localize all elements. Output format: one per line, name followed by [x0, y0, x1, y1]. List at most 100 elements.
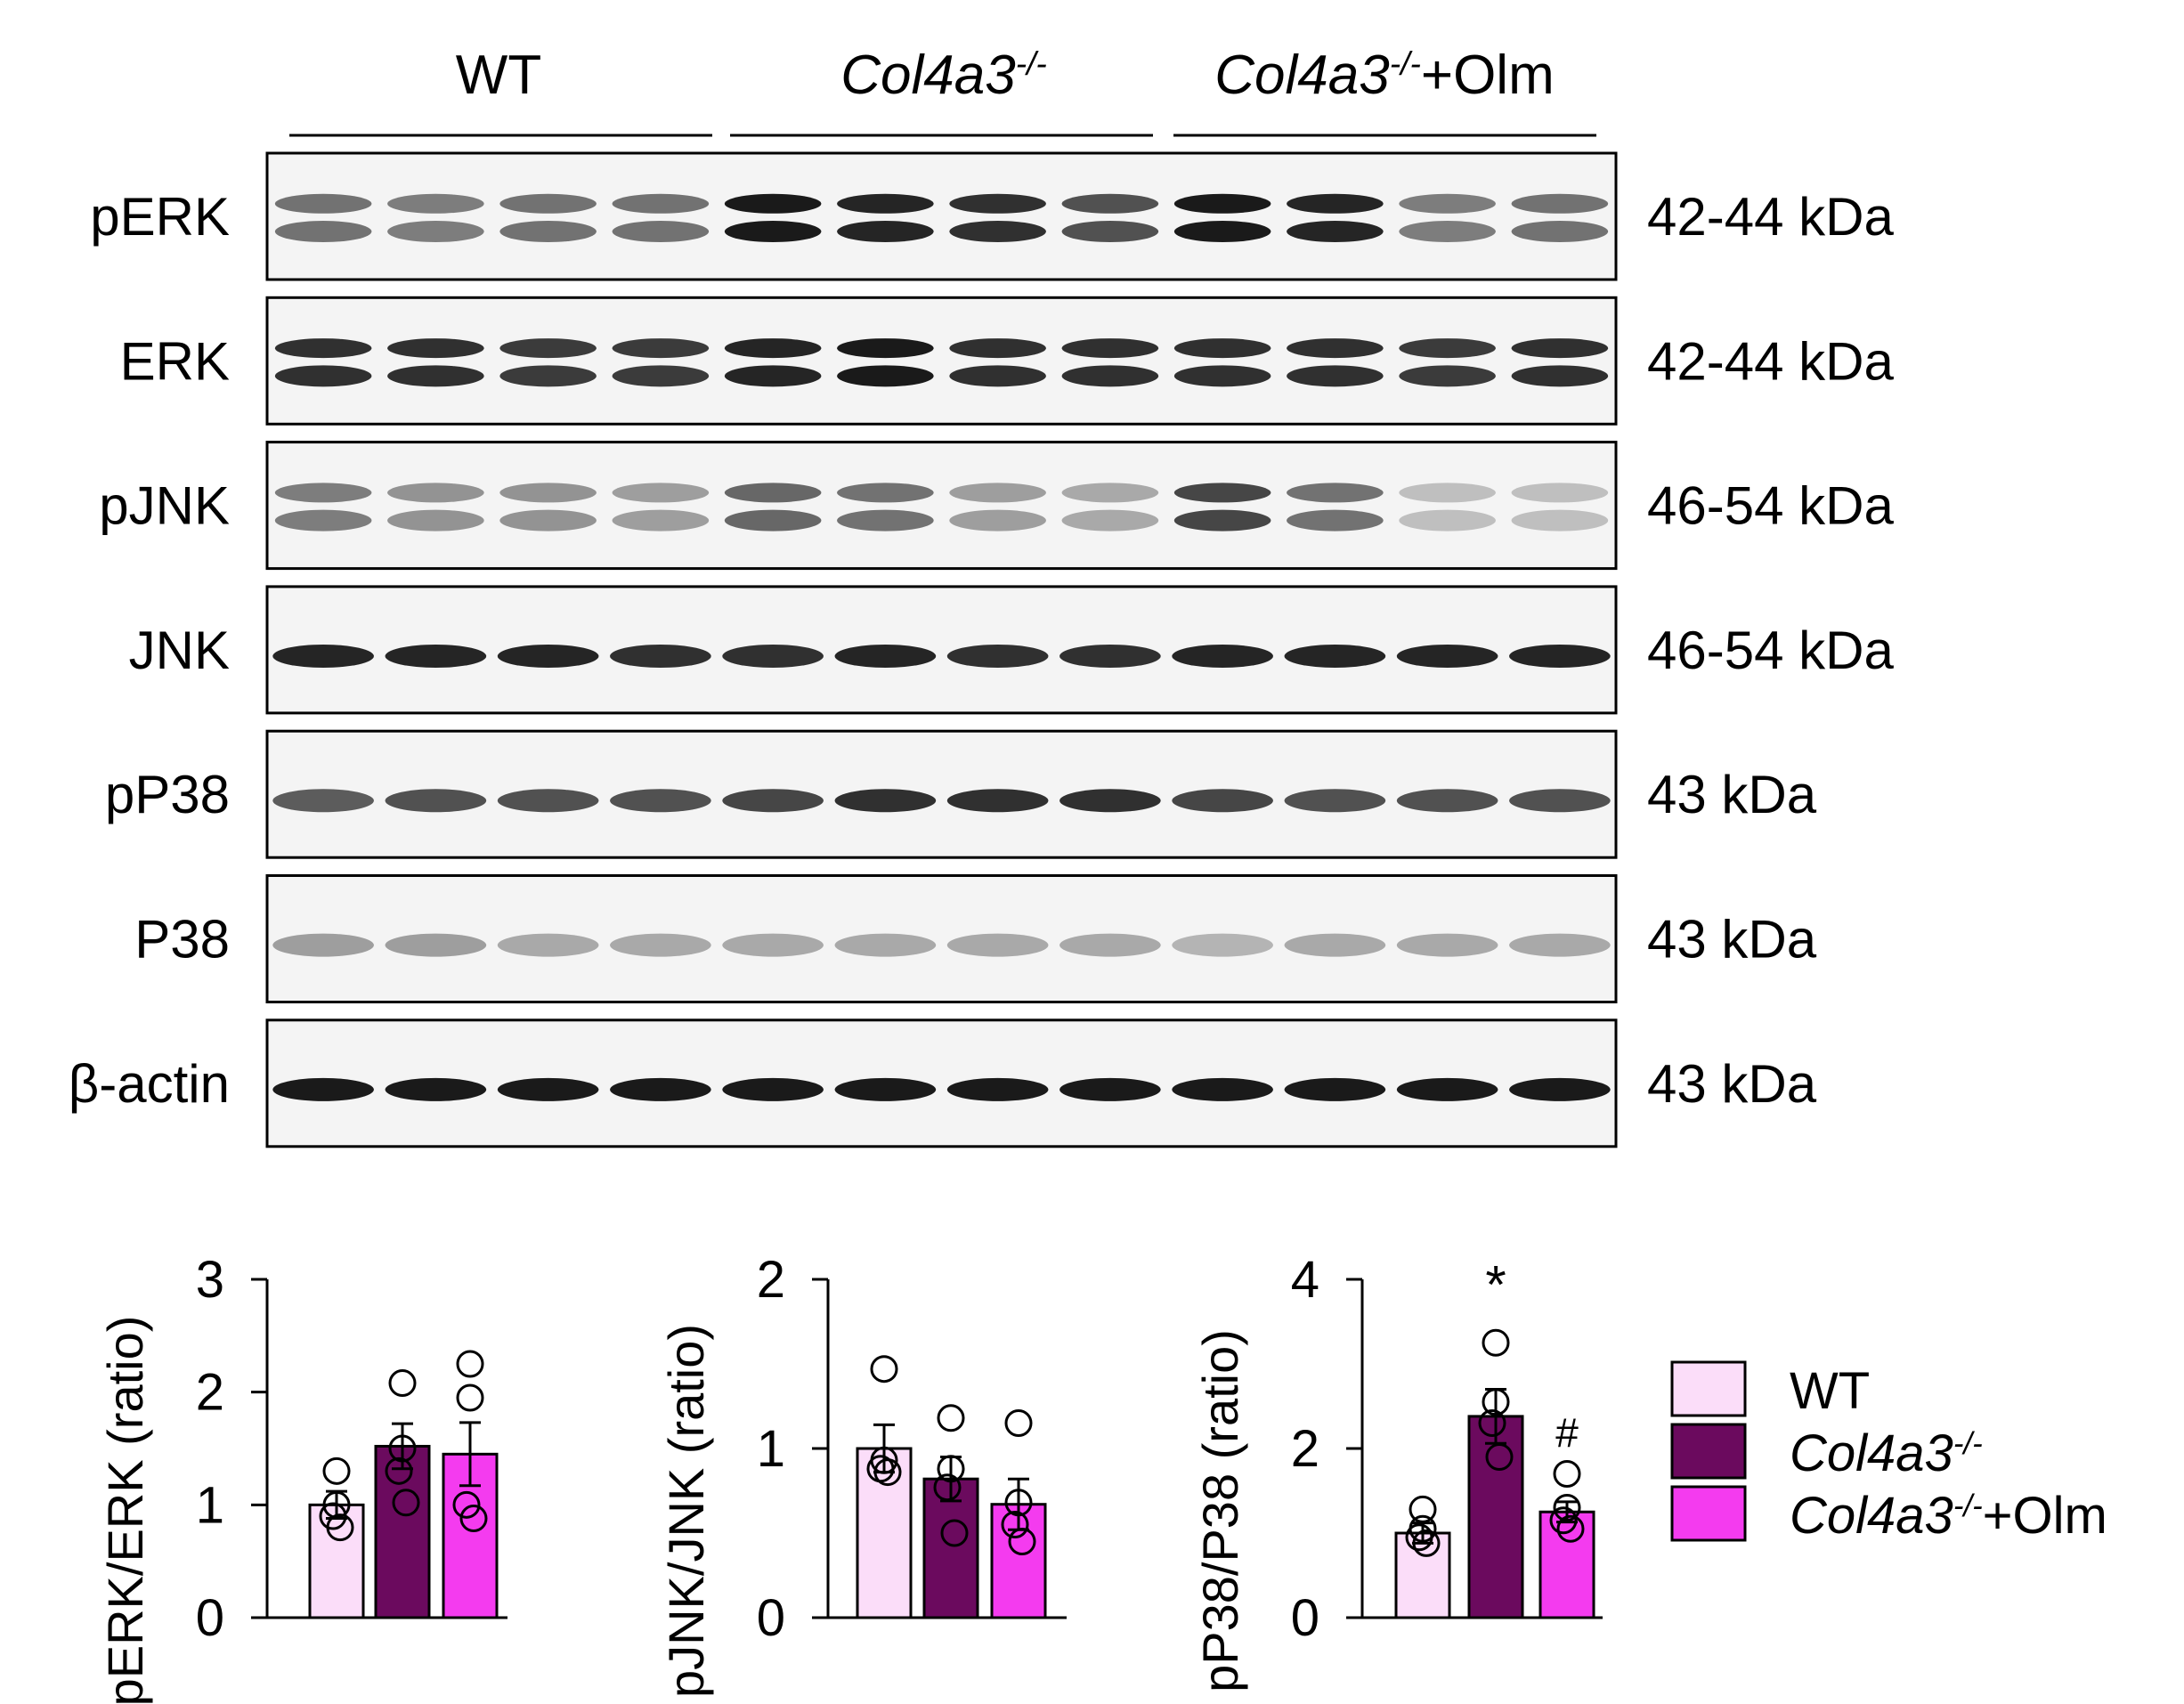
- band: [497, 1077, 599, 1101]
- blot-kda: 46-54 kDa: [1647, 476, 1894, 536]
- blot-frame: [265, 874, 1618, 1003]
- band: [499, 338, 597, 359]
- y-tick-label: 2: [1291, 1420, 1319, 1478]
- band: [1060, 933, 1161, 957]
- band: [724, 509, 822, 531]
- y-tick-label: 0: [1291, 1589, 1319, 1647]
- data-point: [1553, 1494, 1581, 1521]
- blot-frame: [265, 441, 1618, 571]
- band: [722, 645, 824, 668]
- data-point: [1549, 1506, 1578, 1535]
- band: [1399, 483, 1496, 503]
- y-axis-label: pERK/ERK (ratio): [97, 1316, 153, 1704]
- data-point: [456, 1383, 484, 1412]
- band: [497, 789, 599, 813]
- band: [272, 789, 374, 813]
- band: [612, 193, 710, 214]
- band: [1173, 338, 1271, 359]
- data-point: [940, 1519, 969, 1547]
- band: [499, 365, 597, 387]
- data-point: [1485, 1443, 1514, 1471]
- data-point: [1405, 1523, 1433, 1552]
- band: [724, 221, 822, 243]
- data-point: [1556, 1514, 1585, 1543]
- data-point: [1553, 1460, 1581, 1488]
- band: [837, 509, 934, 531]
- band: [1060, 789, 1161, 813]
- band: [837, 365, 934, 387]
- band: [1511, 338, 1609, 359]
- data-point: [1001, 1511, 1029, 1538]
- band: [1060, 1077, 1161, 1101]
- y-tick-label: 0: [757, 1589, 785, 1647]
- legend-swatch: [1670, 1360, 1747, 1417]
- bar: [1539, 1510, 1595, 1619]
- band: [1284, 789, 1386, 813]
- blot-label: pP38: [105, 765, 230, 824]
- band: [610, 933, 711, 957]
- data-point: [1004, 1409, 1033, 1437]
- band: [1287, 193, 1384, 214]
- band: [272, 1077, 374, 1101]
- data-point: [1409, 1495, 1437, 1523]
- blot-frame: [265, 1018, 1618, 1148]
- band: [274, 365, 372, 387]
- band: [949, 509, 1046, 531]
- band: [1172, 645, 1273, 668]
- band: [837, 193, 934, 214]
- blot-P38: P38 43 kDa: [134, 874, 1817, 1003]
- band: [274, 338, 372, 359]
- data-point: [322, 1490, 351, 1519]
- chart-2: 0 2 4 pP38/P38 (ratio) * #: [1192, 1251, 1603, 1692]
- blot-pJNK: pJNK 46-54 kDa: [99, 441, 1894, 571]
- y-axis-label: pP38/P38 (ratio): [1192, 1329, 1248, 1692]
- band: [1287, 365, 1384, 387]
- data-point: [392, 1489, 420, 1517]
- group-header-2: Col4a3-/-+Olm: [1214, 45, 1554, 106]
- band: [1284, 1077, 1386, 1101]
- data-point: [1482, 1328, 1510, 1357]
- band: [1396, 1077, 1498, 1101]
- band: [1172, 789, 1273, 813]
- band: [385, 933, 487, 957]
- band: [1172, 1077, 1273, 1101]
- band: [1173, 483, 1271, 503]
- blot-label: β-actin: [69, 1054, 230, 1114]
- blot-frame: [265, 585, 1618, 715]
- band: [1060, 645, 1161, 668]
- band: [499, 483, 597, 503]
- data-point: [456, 1350, 484, 1378]
- band: [385, 645, 487, 668]
- band: [724, 483, 822, 503]
- band: [274, 509, 372, 531]
- band: [834, 789, 937, 813]
- band: [612, 221, 710, 243]
- band: [1061, 483, 1159, 503]
- band: [1284, 933, 1386, 957]
- bar: [442, 1452, 499, 1619]
- band: [274, 483, 372, 503]
- y-tick-label: 2: [757, 1251, 785, 1309]
- band: [497, 933, 599, 957]
- band: [1511, 365, 1609, 387]
- band: [724, 365, 822, 387]
- data-point: [1482, 1388, 1510, 1416]
- band: [1509, 645, 1611, 668]
- band: [274, 193, 372, 214]
- bar: [856, 1447, 913, 1619]
- band: [949, 483, 1046, 503]
- bar: [1467, 1415, 1524, 1619]
- band: [1511, 509, 1609, 531]
- chart-0: 0 1 2 3 pERK/ERK (ratio): [97, 1251, 507, 1704]
- legend-label: WT: [1790, 1362, 1870, 1420]
- blot-frame: [265, 296, 1618, 426]
- data-point: [873, 1458, 902, 1487]
- band: [610, 645, 711, 668]
- band: [946, 645, 1049, 668]
- band: [949, 365, 1046, 387]
- band: [837, 483, 934, 503]
- blot-kda: 43 kDa: [1647, 1054, 1817, 1114]
- data-point: [322, 1457, 351, 1485]
